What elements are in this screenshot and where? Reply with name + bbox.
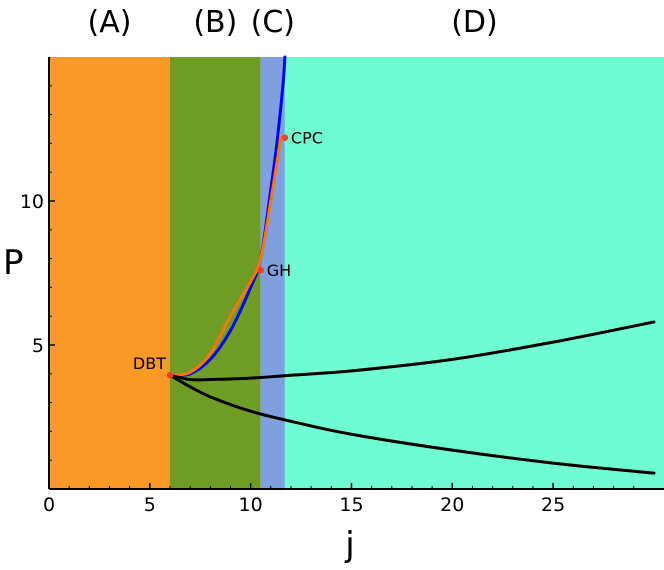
series-line-4 xyxy=(168,373,656,475)
point-label-dbt: DBT xyxy=(133,354,166,373)
point-label-cpc: CPC xyxy=(291,129,323,148)
x-tick-label: 0 xyxy=(43,494,55,516)
y-axis-label: P xyxy=(3,243,24,283)
axes-layer: 0 5 10 15 20 25 5 10 xyxy=(20,57,664,516)
curves-layer xyxy=(168,55,656,475)
series-line-3 xyxy=(168,320,656,382)
regions-layer xyxy=(49,57,664,489)
y-tick-label: 10 xyxy=(20,191,44,213)
point-marker-cpc xyxy=(281,134,289,141)
y-tick-label: 5 xyxy=(32,335,44,357)
x-tick-label: 20 xyxy=(440,494,464,516)
x-tick-label: 10 xyxy=(239,494,263,516)
point-marker-gh xyxy=(257,266,264,274)
region-a xyxy=(49,57,170,489)
point-label-gh: GH xyxy=(267,261,291,280)
region-b xyxy=(169,57,261,489)
x-axis-label: j xyxy=(344,525,354,565)
region-labels-layer: (A) (B) (C) (D) xyxy=(88,5,498,40)
x-tick-label: 15 xyxy=(339,494,363,516)
region-d xyxy=(284,57,664,489)
x-tick-label: 5 xyxy=(144,494,156,516)
region-label-c: (C) xyxy=(251,5,295,40)
region-label-d: (D) xyxy=(451,5,498,40)
region-label-a: (A) xyxy=(88,5,132,40)
series-line-2 xyxy=(168,136,283,377)
point-marker-dbt xyxy=(166,372,174,379)
x-tick-label: 25 xyxy=(541,494,565,516)
region-label-b: (B) xyxy=(193,5,237,40)
points-layer: DBT GH CPC xyxy=(133,129,323,379)
